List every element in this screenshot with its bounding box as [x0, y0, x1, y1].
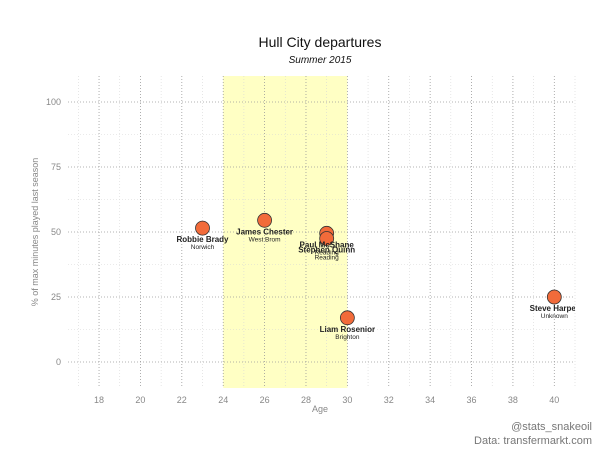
x-tick-label: 34 [425, 395, 435, 405]
x-tick-label: 24 [218, 395, 228, 405]
point-club-label: Reading [315, 255, 340, 262]
data-point [195, 220, 210, 236]
x-tick-label: 18 [94, 395, 104, 405]
x-tick-label: 38 [508, 395, 518, 405]
y-tick-label: 100 [46, 97, 61, 107]
data-point [257, 212, 272, 228]
x-tick-label: 32 [384, 395, 394, 405]
x-axis-title: Age [312, 404, 328, 414]
point-name-label: James Chester [236, 227, 293, 236]
y-axis-title: % of max minutes played last season [30, 158, 40, 307]
x-tick-label: 26 [260, 395, 270, 405]
point-name-label: Paul McShane [300, 240, 355, 249]
y-tick-label: 50 [51, 227, 61, 237]
chart-subtitle: Summer 2015 [289, 55, 352, 66]
data-point [339, 310, 355, 326]
x-tick-label: 40 [549, 395, 559, 405]
point-club-label: Brighton [335, 334, 360, 341]
x-tick-label: 28 [301, 395, 311, 405]
x-tick-label: 30 [342, 395, 352, 405]
point-name-label: Liam Rosenior [320, 325, 376, 334]
data-point [319, 231, 335, 246]
y-tick-label: 25 [51, 292, 61, 302]
point-name-label: Robbie Brady [177, 235, 230, 244]
data-point [546, 289, 562, 305]
credit-handle: @stats_snakeoil [511, 421, 592, 433]
point-club-label: Norwich [191, 244, 215, 251]
x-tick-label: 36 [467, 395, 477, 405]
point-name-label: Steve Harper [530, 304, 579, 313]
y-tick-label: 0 [56, 357, 61, 367]
chart-title: Hull City departures [259, 34, 382, 50]
x-tick-label: 22 [177, 395, 187, 405]
credit-source: Data: transfermarkt.com [474, 435, 592, 447]
y-tick-label: 75 [51, 162, 61, 172]
plot-area: 18 20 22 24 26 28 30 32 34 36 38 40 0 25 50 75 100 Robbie… [46, 76, 579, 405]
point-club-label: Reading [315, 249, 340, 256]
x-tick-label: 20 [135, 395, 145, 405]
point-name-label: Stephen Quinn [298, 246, 355, 255]
point-club-label: West Brom [249, 236, 281, 243]
point-club-label: Unknown [541, 313, 568, 320]
